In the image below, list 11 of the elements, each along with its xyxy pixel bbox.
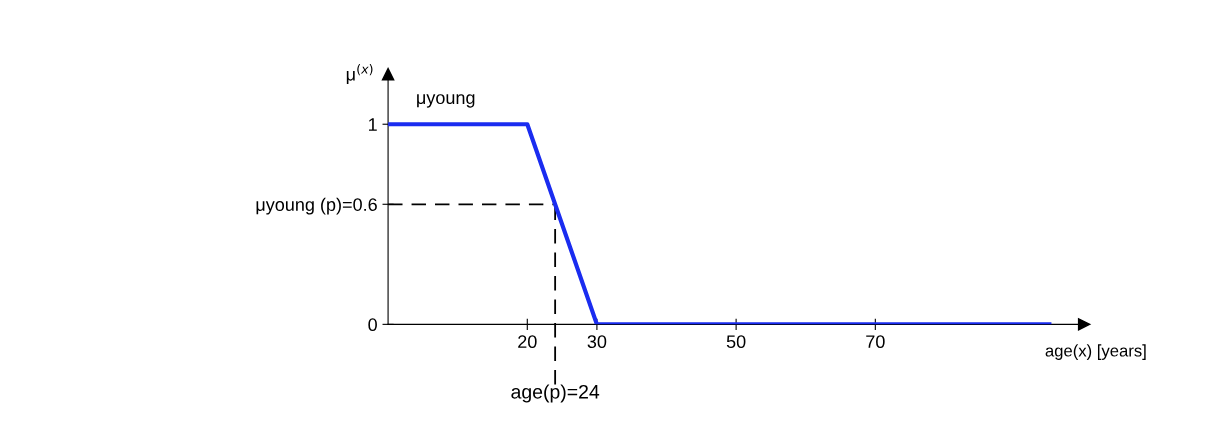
annotation: μyoung — [417, 94, 475, 108]
x-tick-label: 70 — [866, 335, 885, 349]
x-tick-label: 50 — [726, 335, 746, 349]
x-axis-title: age(x) [years] — [1045, 344, 1146, 360]
y-tick-label: 1 — [369, 118, 377, 131]
y-tick-label: μyoung (p)=0.6 — [256, 197, 377, 215]
y-axis-title: μ$^{(x)}$ — [346, 63, 373, 84]
ref-line-label: age(p)=24 — [511, 384, 600, 403]
x-tick-label: 30 — [587, 335, 607, 349]
x-tick-label: 20 — [518, 335, 537, 349]
y-tick-label: 0 — [368, 318, 377, 332]
